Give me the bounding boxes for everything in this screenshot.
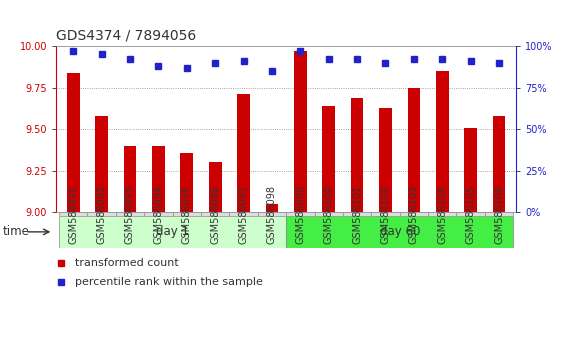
Text: day 60: day 60 xyxy=(379,225,420,238)
Bar xyxy=(436,71,449,212)
Bar xyxy=(294,51,307,212)
Bar xyxy=(116,212,144,216)
Bar xyxy=(180,153,193,212)
Bar xyxy=(144,212,173,216)
Bar xyxy=(379,108,392,212)
Bar xyxy=(286,212,315,216)
Text: GSM586106: GSM586106 xyxy=(494,185,504,244)
Bar xyxy=(152,146,165,212)
Text: GSM586099: GSM586099 xyxy=(295,185,305,244)
Bar xyxy=(428,212,457,216)
Text: percentile rank within the sample: percentile rank within the sample xyxy=(75,277,263,287)
Bar xyxy=(237,94,250,212)
Bar xyxy=(351,98,364,212)
Bar xyxy=(485,212,513,216)
Text: GSM586102: GSM586102 xyxy=(380,184,390,244)
Text: GSM586091: GSM586091 xyxy=(68,185,78,244)
Bar xyxy=(343,212,371,216)
Bar xyxy=(265,204,278,212)
Text: GSM586100: GSM586100 xyxy=(324,185,334,244)
Text: transformed count: transformed count xyxy=(75,258,178,268)
Text: GSM586094: GSM586094 xyxy=(153,185,163,244)
Bar xyxy=(407,88,420,212)
Text: GSM586096: GSM586096 xyxy=(210,185,220,244)
Text: GSM586101: GSM586101 xyxy=(352,185,362,244)
Bar xyxy=(59,216,286,248)
Text: GSM586092: GSM586092 xyxy=(96,184,107,244)
Text: time: time xyxy=(3,225,30,238)
Bar xyxy=(209,162,222,212)
Bar xyxy=(493,116,505,212)
Bar xyxy=(173,212,201,216)
Bar xyxy=(457,212,485,216)
Text: GSM586098: GSM586098 xyxy=(267,185,277,244)
Bar xyxy=(257,212,286,216)
Text: GSM586095: GSM586095 xyxy=(182,184,192,244)
Text: GDS4374 / 7894056: GDS4374 / 7894056 xyxy=(56,28,196,42)
Bar xyxy=(323,106,335,212)
Text: GSM586105: GSM586105 xyxy=(466,184,476,244)
Bar xyxy=(315,212,343,216)
Text: GSM586104: GSM586104 xyxy=(437,185,447,244)
Bar xyxy=(201,212,229,216)
Bar xyxy=(59,212,88,216)
Bar xyxy=(229,212,257,216)
Bar xyxy=(95,116,108,212)
Bar xyxy=(465,127,477,212)
Bar xyxy=(88,212,116,216)
Bar xyxy=(371,212,399,216)
Text: GSM586103: GSM586103 xyxy=(409,185,419,244)
Text: day 1: day 1 xyxy=(156,225,189,238)
Bar xyxy=(123,146,136,212)
Bar xyxy=(67,73,80,212)
Text: GSM586097: GSM586097 xyxy=(238,184,249,244)
Bar xyxy=(286,216,513,248)
Bar xyxy=(399,212,428,216)
Text: GSM586093: GSM586093 xyxy=(125,185,135,244)
